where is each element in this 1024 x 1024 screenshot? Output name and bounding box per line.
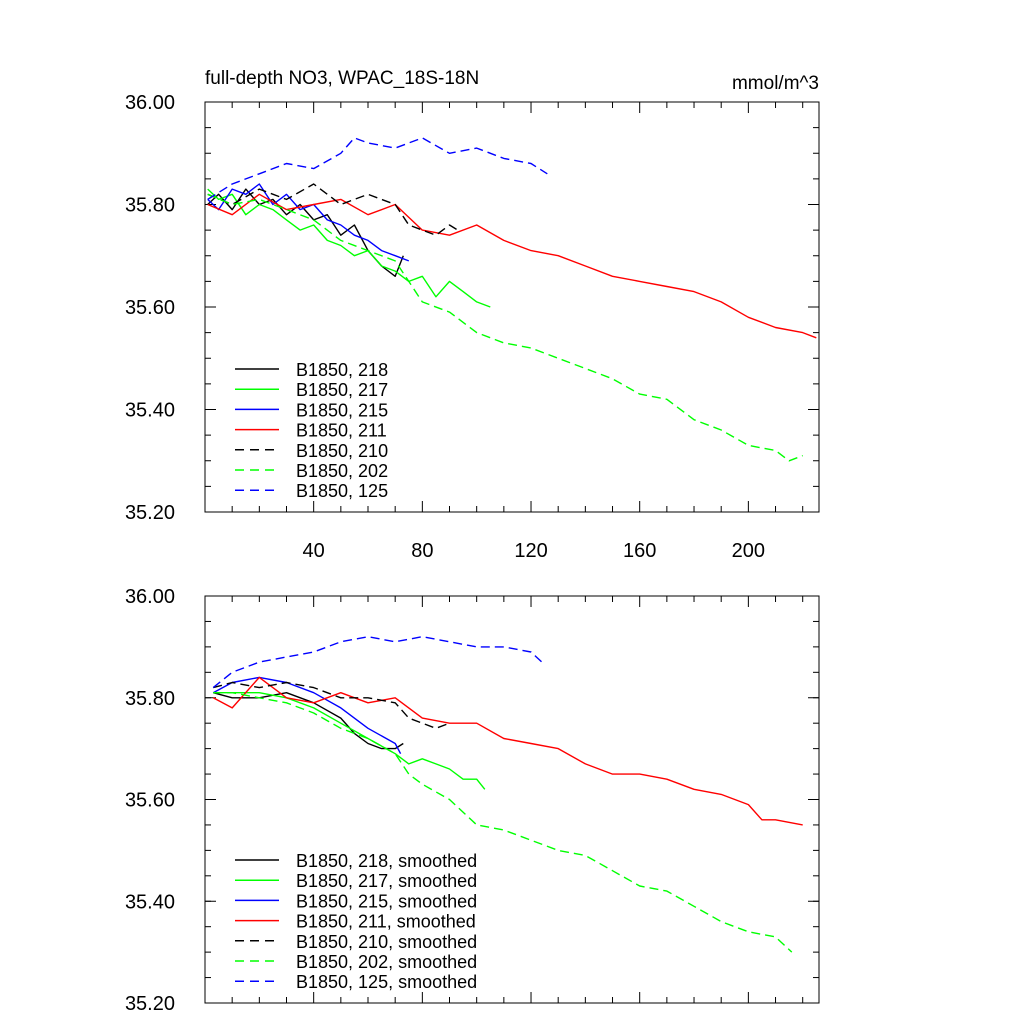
series-line [212,676,803,826]
series-line [207,183,410,262]
y-tick-label: 36.00 [125,586,175,608]
series-line [213,681,450,729]
legend-label: B1850, 210, smoothed [296,932,477,952]
y-tick-label: 35.40 [125,400,175,422]
legend-label: B1850, 125, smoothed [296,972,477,992]
y-tick-label: 35.60 [125,790,175,812]
legend-label: B1850, 215 [296,400,388,420]
y-tick-label: 35.40 [125,891,175,913]
legend-label: B1850, 202, smoothed [296,952,477,972]
x-tick-label: 160 [623,540,656,562]
x-tick-label: 200 [732,540,765,562]
legend-label: B1850, 210 [296,441,388,461]
y-tick-label: 36.00 [125,92,175,114]
series-line [212,676,402,755]
series-line [213,692,793,953]
chart-title: full-depth NO3, WPAC_18S-18N [205,68,479,89]
y-tick-label: 35.20 [125,502,175,524]
y-tick-label: 35.60 [125,297,175,319]
legend-label: B1850, 202 [296,461,388,481]
x-tick-label: 40 [303,540,325,562]
x-tick-label: 120 [514,540,547,562]
series-line [207,193,817,339]
legend-label: B1850, 211 [296,421,387,441]
series-line [207,137,548,200]
legend-label: B1850, 218, smoothed [296,851,477,871]
series-line [207,183,459,236]
legend-label: B1850, 217, smoothed [296,871,477,891]
legend-label: B1850, 215, smoothed [296,891,477,911]
y-tick-label: 35.80 [125,688,175,710]
bottom-panel: 35.20 35.40 35.60 35.80 36.00 B1850, 218, smo… [125,586,820,1015]
series-line [207,193,803,462]
y-tick-label: 35.80 [125,195,175,217]
y-tick-label: 35.20 [125,993,175,1015]
x-tick-label: 80 [411,540,433,562]
series-line [207,188,491,308]
legend-label: B1850, 218 [296,360,388,380]
series-line [213,692,486,790]
series-line [212,636,543,689]
legend-label: B1850, 125 [296,481,388,501]
legend-label: B1850, 211, smoothed [296,912,476,932]
legend-label: B1850, 217 [296,380,388,400]
units-label: mmol/m^3 [732,73,819,94]
top-panel: 35.20 35.40 35.60 35.80 36.00 40 80 120 160 200 fu… [125,68,820,562]
